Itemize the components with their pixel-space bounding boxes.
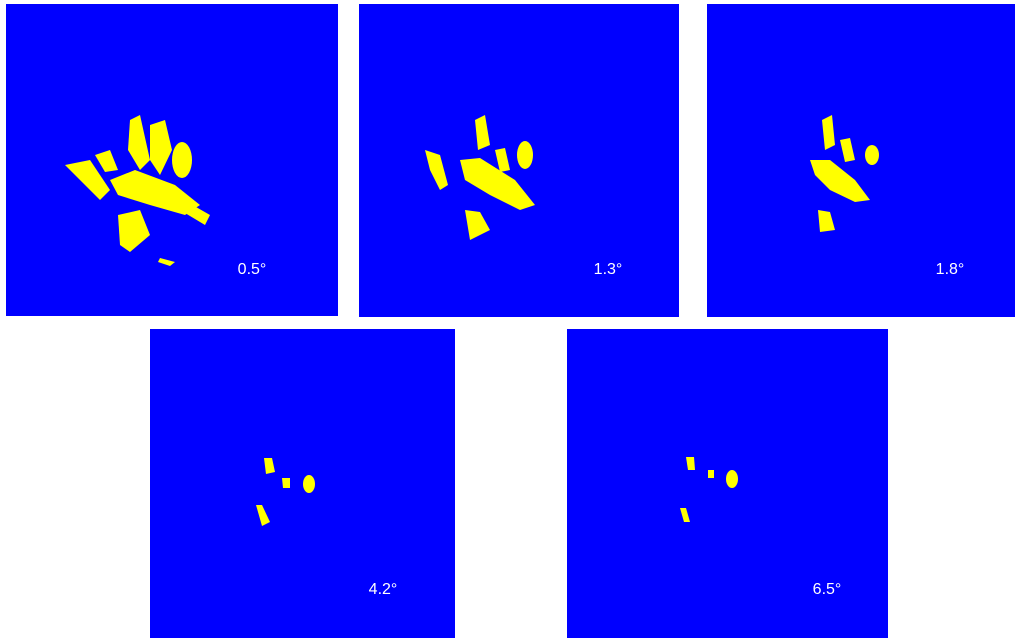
radar-panel: 1.3° bbox=[359, 4, 679, 317]
figure: 0.5° 1.3° 1.8° bbox=[0, 0, 1015, 639]
radar-panel: 6.5° bbox=[567, 329, 888, 638]
elevation-label: 4.2° bbox=[369, 581, 398, 598]
radar-panel: 0.5° bbox=[6, 4, 338, 316]
elevation-label: 0.5° bbox=[238, 261, 267, 278]
radar-panel: 1.8° bbox=[707, 4, 1015, 317]
radar-panel: 4.2° bbox=[150, 329, 455, 638]
elevation-label: 6.5° bbox=[813, 581, 842, 598]
panel-background bbox=[707, 4, 1015, 317]
elevation-label: 1.3° bbox=[594, 261, 623, 278]
elevation-label: 1.8° bbox=[936, 261, 965, 278]
panel-background bbox=[150, 329, 455, 638]
page: 0.5° 1.3° 1.8° bbox=[0, 0, 1015, 639]
